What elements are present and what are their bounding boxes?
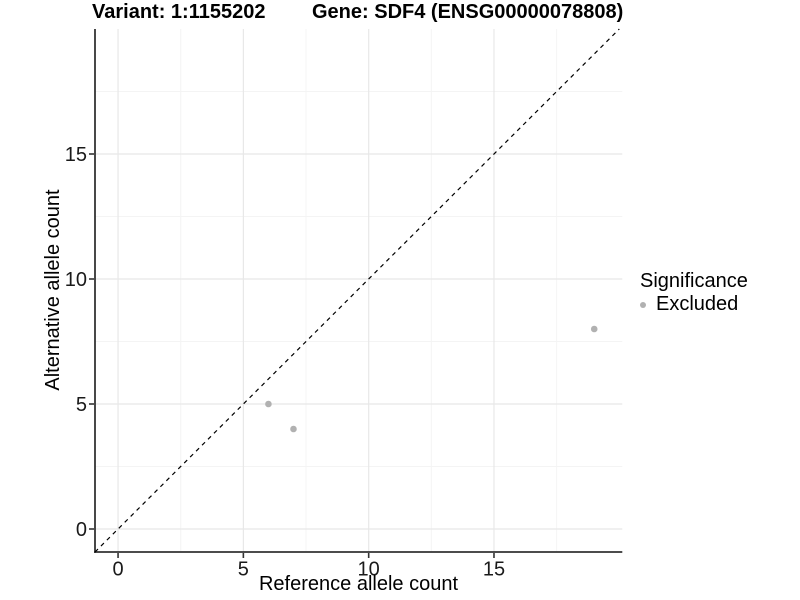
- y-axis-title: Alternative allele count: [42, 189, 64, 391]
- y-tick-label: 0: [76, 519, 87, 541]
- identity-reference-line: [94, 28, 620, 553]
- legend-title: Significance: [640, 270, 748, 292]
- x-tick-label: 10: [358, 559, 380, 581]
- legend: Significance Excluded: [640, 270, 748, 315]
- y-tick-label: 15: [65, 144, 87, 166]
- x-tick-label: 5: [238, 559, 249, 581]
- data-point: [590, 325, 598, 333]
- legend-item: Excluded: [640, 293, 748, 315]
- data-point: [290, 425, 297, 433]
- plot-title-variant: Variant: 1:1155202: [92, 1, 266, 23]
- plot-title-gene: Gene: SDF4 (ENSG00000078808): [312, 1, 624, 23]
- x-tick-label: 0: [112, 559, 123, 581]
- x-axis-title: Reference allele count: [258, 573, 458, 595]
- y-tick-label: 5: [76, 394, 87, 416]
- y-tick-label: 10: [65, 269, 87, 291]
- legend-item-label: Excluded: [656, 293, 739, 315]
- legend-point-icon: [640, 301, 646, 308]
- x-tick-label: 15: [483, 559, 505, 581]
- data-point: [265, 400, 272, 408]
- legend-key: [631, 301, 655, 308]
